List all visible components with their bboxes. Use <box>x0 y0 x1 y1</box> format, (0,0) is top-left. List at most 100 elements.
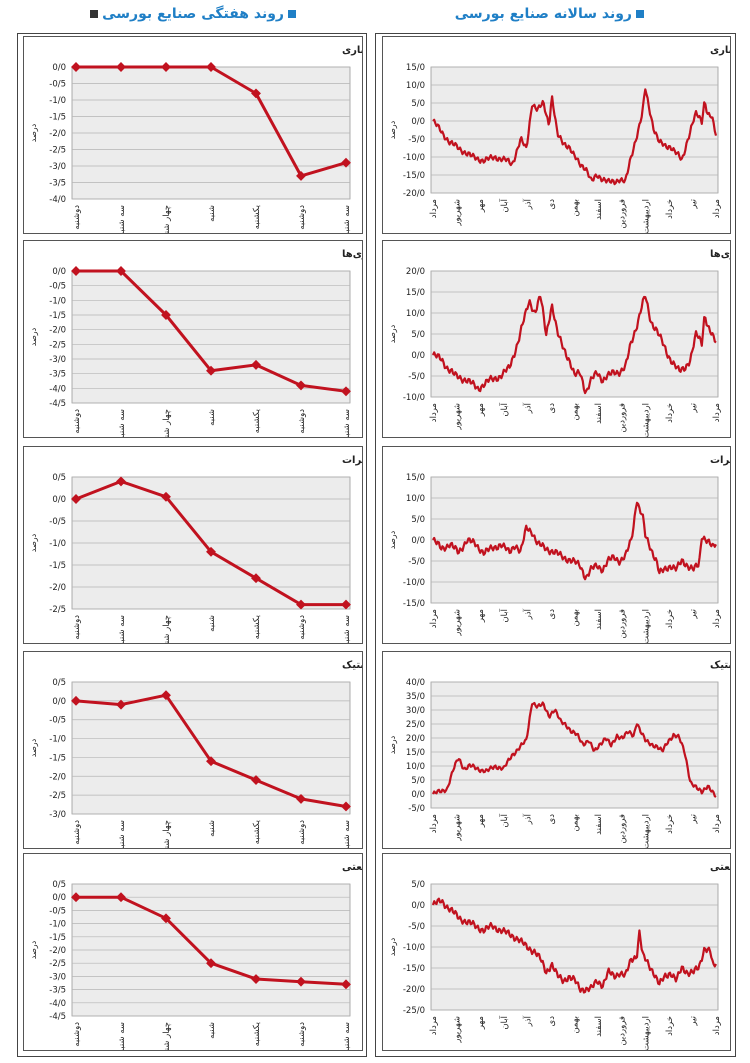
y-tick-label: 30/0 <box>406 706 425 716</box>
w4-chart-svg: لاستیک و پلاستیک 0/5 0/0 -0/5 -1/0 -1/5 -2/0 -2… <box>29 660 362 848</box>
x-tick-label: تیر <box>688 608 698 619</box>
y-axis-label: درصد <box>29 327 38 346</box>
plot-area <box>430 66 719 194</box>
y-axis-label: درصد <box>29 533 38 552</box>
y-tick-label: 0/5 <box>52 678 66 688</box>
y-tick-label: -5/0 <box>408 135 425 145</box>
y-tick-label: -2/0 <box>49 946 66 956</box>
y-tick-label: -5/0 <box>408 557 425 567</box>
series-line <box>432 88 718 186</box>
plot-area <box>71 270 351 404</box>
x-tick-label: اسفند <box>594 199 604 220</box>
x-tick-label: سه شنبه <box>117 1022 127 1050</box>
y-tick-label: 10/0 <box>406 81 425 91</box>
y-tick-label: -2/5 <box>49 791 66 801</box>
w3-chart-panel: مخابرات 0/5 0/0 -0/5 -1/0 -1/5 -2/0 -2/5 درصد دوش… <box>23 446 363 644</box>
y-tick-label: 15/0 <box>406 748 425 758</box>
y-tick-label: 15/0 <box>406 288 425 298</box>
x-tick-label: یکشنبه <box>252 408 262 433</box>
x-tick-label: بهمن <box>571 199 581 217</box>
x-tick-label: چهار شنبه <box>162 205 172 233</box>
x-tick-label: چهار شنبه <box>162 1022 172 1050</box>
y-tick-label: 15/0 <box>406 63 425 73</box>
x-tick-label: آذر <box>521 608 533 620</box>
data-point-marker <box>161 913 171 924</box>
w5-chart-panel: شرکت‌های چندرشته‌ای صنعتی 0/5 0/0 -0/5 -1/0 -… <box>23 853 363 1051</box>
x-tick-label: سه شنبه <box>342 1022 352 1050</box>
y-tick-label: -2/0 <box>49 326 66 336</box>
x-tick-label: آبان <box>498 1015 510 1029</box>
y-tick-label: -4/5 <box>49 1012 66 1022</box>
y-axis-label: درصد <box>388 324 397 343</box>
y-tick-label: -2/0 <box>49 772 66 782</box>
x-tick-label: بهمن <box>571 814 581 832</box>
chart-title: لاستیک و پلاستیک <box>710 660 730 671</box>
x-tick-label: فروردین <box>618 814 628 844</box>
x-tick-label: یکشنبه <box>252 1021 262 1046</box>
x-tick-label: یکشنبه <box>252 204 262 229</box>
y-tick-label: 0/5 <box>52 473 66 483</box>
x-tick-label: فروردین <box>618 403 628 433</box>
plot-area <box>71 681 351 815</box>
y-tick-label: 0/0 <box>52 893 66 903</box>
x-tick-label: شهریور <box>453 403 463 431</box>
y-tick-label: -5/0 <box>408 372 425 382</box>
x-tick-label: سه شنبه <box>342 205 352 233</box>
y-tick-label: -2/5 <box>49 340 66 350</box>
x-tick-label: فروردین <box>618 1016 628 1046</box>
x-tick-label: مرداد <box>429 1016 439 1035</box>
x-tick-label: سه شنبه <box>117 409 127 437</box>
a5-chart-panel: شرکت‌های چندرشته‌ای صنعتی 5/0 0/0 -5/0 -10/0… <box>382 853 731 1051</box>
y-tick-label: 0/0 <box>411 790 425 800</box>
w3-chart-svg: مخابرات 0/5 0/0 -0/5 -1/0 -1/5 -2/0 -2/5 درصد دوش… <box>29 455 362 643</box>
x-tick-label: آبان <box>498 198 510 212</box>
x-tick-label: مرداد <box>712 1016 722 1035</box>
y-tick-label: 20/0 <box>406 267 425 277</box>
w1-chart-svg: بانک‌ها و موسسات اعتباری 0/0 -0/5 -1/0 -1/5 -… <box>29 45 362 233</box>
a5-chart-svg: شرکت‌های چندرشته‌ای صنعتی 5/0 0/0 -5/0 -10/0… <box>388 862 730 1050</box>
x-tick-label: اردیبهشت <box>641 1016 651 1050</box>
y-tick-label: -10/0 <box>403 943 425 953</box>
x-tick-label: بهمن <box>571 609 581 627</box>
a4-chart-svg: لاستیک و پلاستیک 40/0 35/0 30/0 25/0 20/0 15/0… <box>388 660 730 848</box>
x-tick-label: چهار شنبه <box>162 820 172 848</box>
x-tick-label: سه شنبه <box>117 820 127 848</box>
y-tick-label: -1/5 <box>49 753 66 763</box>
y-tick-label: 0/0 <box>52 267 66 277</box>
data-point-marker <box>116 476 126 487</box>
x-tick-label: چهار شنبه <box>162 615 172 643</box>
data-point-marker <box>296 170 306 181</box>
y-tick-label: -2/5 <box>49 605 66 615</box>
y-axis-label: درصد <box>29 940 38 959</box>
y-tick-label: -3/5 <box>49 179 66 189</box>
y-tick-label: 0/0 <box>411 536 425 546</box>
y-tick-label: -2/5 <box>49 146 66 156</box>
x-tick-label: اسفند <box>594 814 604 835</box>
y-tick-label: 40/0 <box>406 678 425 688</box>
x-tick-label: اردیبهشت <box>641 403 651 437</box>
y-tick-label: 0/0 <box>52 495 66 505</box>
x-tick-label: اسفند <box>594 609 604 630</box>
x-tick-label: دوشنبه <box>297 205 307 230</box>
data-point-marker <box>161 310 171 320</box>
y-tick-label: -2/0 <box>49 129 66 139</box>
y-tick-label: -3/0 <box>49 810 66 820</box>
x-tick-label: دی <box>547 814 557 825</box>
header-square-icon <box>636 10 644 18</box>
header-square-dark-icon <box>90 10 99 18</box>
y-tick-label: -25/0 <box>403 1006 425 1016</box>
x-tick-label: بهمن <box>571 403 581 421</box>
x-tick-label: سه شنبه <box>342 615 352 643</box>
x-tick-label: دوشنبه <box>72 205 82 230</box>
x-tick-label: خرداد <box>665 199 675 219</box>
y-tick-label: -1/0 <box>49 539 66 549</box>
y-tick-label: -15/0 <box>403 171 425 181</box>
y-tick-label: 0/0 <box>52 697 66 707</box>
y-tick-label: -4/0 <box>49 999 66 1009</box>
x-tick-label: مهر <box>476 1016 486 1030</box>
x-tick-label: مهر <box>476 609 486 623</box>
x-tick-label: خرداد <box>665 1016 675 1036</box>
w2-chart-panel: سرمایه‌گذاری‌ها 0/0 -0/5 -1/0 -1/5 -2/0 -2/5 -3… <box>23 240 363 438</box>
y-tick-label: -0/5 <box>49 80 66 90</box>
data-point-marker <box>341 979 351 990</box>
